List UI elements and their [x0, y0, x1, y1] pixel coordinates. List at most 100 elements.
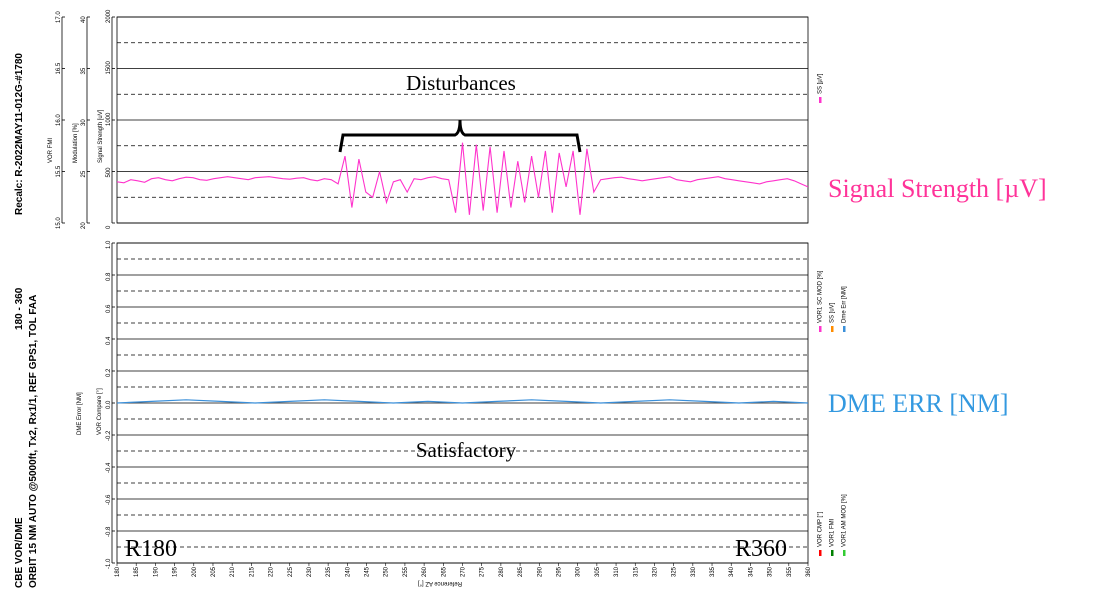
top-tick-label: 2000 [106, 9, 112, 23]
vor-compare-axis-label: VOR Compare [°] [97, 388, 103, 435]
x-tick-label: 290 [537, 566, 543, 577]
top-tick-label: 15.0 [56, 217, 62, 229]
info-line1: CBE VOR/DME [14, 517, 25, 588]
x-tick-label: 310 [614, 566, 620, 577]
top-tick-label: 16.0 [56, 114, 62, 126]
top-tick-label: 15.5 [56, 165, 62, 177]
x-tick-label: 330 [691, 566, 697, 577]
x-tick-label: 250 [384, 566, 390, 577]
x-tick-label: 215 [249, 566, 255, 577]
bottom-tick-label: 1.0 [106, 240, 112, 249]
x-tick-label: 200 [192, 566, 198, 577]
x-tick-label: 235 [326, 566, 332, 577]
x-tick-label: 350 [768, 566, 774, 577]
top-axis-label: Signal Strength [uV] [98, 109, 104, 163]
x-tick-label: 255 [403, 566, 409, 577]
top-y-axes: 0 500 1000 1500 2000 Signal Strength [uV] 20 25… [48, 9, 115, 229]
legend-label: VOR1 FMI [830, 518, 836, 547]
bottom-tick-label: 0.4 [106, 336, 112, 345]
legend-label: SS [µV] [818, 73, 824, 94]
bottom-tick-label: 0.8 [106, 272, 112, 281]
legend-label: Dme Err [NM] [842, 286, 848, 323]
x-tick-label: 315 [633, 566, 639, 577]
legend-label: SS [uV] [830, 302, 836, 323]
x-tick-label: 225 [288, 566, 294, 577]
bottom-tick-label: 0.6 [106, 304, 112, 313]
x-tick-label: 355 [787, 566, 793, 577]
legend-swatch [819, 550, 822, 556]
top-tick-label: 17.0 [56, 11, 62, 23]
top-tick-label: 1500 [106, 60, 112, 74]
x-tick-label: 335 [710, 566, 716, 577]
x-tick-label: 265 [441, 566, 447, 577]
disturbances-bracket [338, 119, 582, 153]
x-tick-label: 240 [345, 566, 351, 577]
top-grid [116, 16, 809, 224]
bottom-tick-label: 0.0 [106, 400, 112, 409]
disturbances-label: Disturbances [406, 71, 516, 95]
legend-swatch [843, 326, 846, 332]
x-tick-label: 220 [269, 566, 275, 577]
dme-error-axis-label: DME Error [NM] [77, 392, 83, 435]
legend-swatch [831, 550, 834, 556]
dme-error-line [116, 399, 809, 404]
x-tick-label: 275 [480, 566, 486, 577]
x-tick-label: 185 [134, 566, 140, 577]
x-tick-label: 340 [729, 566, 735, 577]
x-tick-label: 260 [422, 566, 428, 577]
top-axis-label: Modulation [%] [73, 123, 79, 163]
bottom-tick-label: -0.6 [106, 494, 112, 505]
bottom-tick-label: -0.2 [106, 430, 112, 441]
top-tick-label: 30 [81, 119, 87, 126]
top-tick-label: 20 [81, 222, 87, 229]
signal-strength-line [116, 142, 809, 215]
top-tick-label: 500 [106, 167, 112, 178]
x-tick-label: 345 [748, 566, 754, 577]
info-line2: ORBIT 15 NM AUTO @5000ft, Tx2, Rx1/1, RE… [28, 295, 39, 588]
top-tick-label: 0 [106, 225, 112, 229]
x-tick-label: 190 [153, 566, 159, 577]
bottom-y-axes: -1.0 -0.8 -0.6 -0.4 -0.2 0.0 0.2 0.4 0.6 0.8 1.0 DM… [77, 240, 115, 569]
legends: SS [µV] VOR1 SC MOD [%] SS [uV] Dme Err [NM… [818, 73, 848, 556]
bottom-tick-label: -0.4 [106, 462, 112, 473]
x-axis: 180 185 190 195 200 205 210 215 220 225 230 235 240 2… [115, 563, 812, 577]
r180-label: R180 [125, 536, 177, 562]
x-tick-label: 195 [173, 566, 179, 577]
top-tick-label: 40 [81, 16, 87, 23]
bottom-tick-label: -0.8 [106, 526, 112, 537]
x-tick-label: 295 [556, 566, 562, 577]
x-tick-label: 205 [211, 566, 217, 577]
bottom-tick-label: 0.2 [106, 368, 112, 377]
x-tick-label: 320 [652, 566, 658, 577]
x-tick-label: 285 [518, 566, 524, 577]
legend-swatch [819, 326, 822, 332]
top-tick-label: 16.5 [56, 62, 62, 74]
x-tick-label: 270 [461, 566, 467, 577]
dme-err-label: DME ERR [NM] [828, 389, 1009, 418]
legend-label: VOR1 SC MOD [%] [818, 270, 824, 323]
x-tick-label: 210 [230, 566, 236, 577]
x-tick-label: 360 [806, 566, 812, 577]
x-tick-label: 325 [672, 566, 678, 577]
legend-swatch [843, 550, 846, 556]
satisfactory-label: Satisfactory [416, 438, 517, 462]
info-recalc: Recalc: R-2022MAY11-012G-#1780 [14, 53, 25, 215]
bottom-tick-label: -1.0 [106, 558, 112, 569]
top-tick-label: 25 [81, 170, 87, 177]
signal-strength-series [116, 142, 809, 215]
legend-swatch [819, 97, 822, 103]
legend-swatch [831, 326, 834, 332]
x-tick-label: 300 [576, 566, 582, 577]
legend-label: VOR CMP [°] [818, 511, 824, 547]
signal-strength-label: Signal Strength [µV] [828, 174, 1047, 203]
dme-error-series [116, 399, 809, 404]
x-tick-label: 245 [365, 566, 371, 577]
top-tick-label: 35 [81, 67, 87, 74]
info-range: 180 - 360 [14, 287, 25, 330]
x-tick-label: 280 [499, 566, 505, 577]
legend-label: VOR1 AM MOD [%] [842, 494, 848, 547]
top-tick-label: 1000 [106, 112, 112, 126]
r360-label: R360 [735, 536, 787, 562]
x-tick-label: 305 [595, 566, 601, 577]
